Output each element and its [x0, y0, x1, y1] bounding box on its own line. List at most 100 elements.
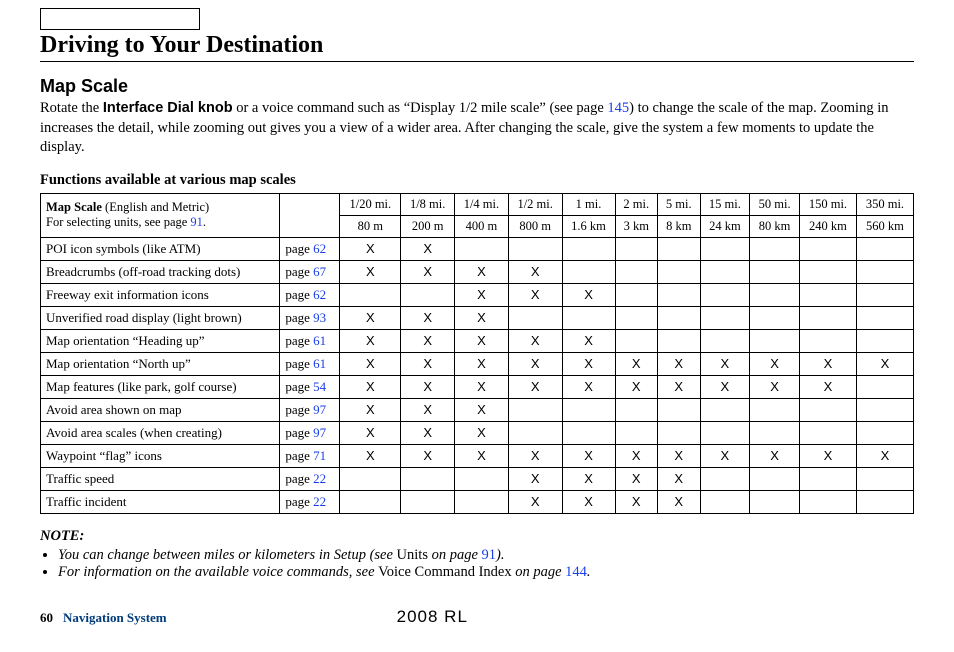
cell: X: [455, 398, 509, 421]
page-link[interactable]: 62: [313, 241, 326, 256]
cell: X: [562, 375, 615, 398]
cell: [799, 260, 856, 283]
cell: [615, 329, 658, 352]
cell: [856, 375, 913, 398]
cell: X: [401, 375, 455, 398]
note-link[interactable]: 144: [565, 564, 587, 580]
note-link[interactable]: 91: [482, 547, 497, 563]
cell: [700, 283, 750, 306]
scale-top-8: 50 mi.: [750, 193, 800, 215]
cell: [340, 283, 401, 306]
cell: [562, 237, 615, 260]
cell: X: [750, 444, 800, 467]
intro-link-145[interactable]: 145: [607, 100, 629, 116]
cell: [700, 306, 750, 329]
cell: X: [508, 352, 562, 375]
page-link[interactable]: 93: [313, 310, 326, 325]
page-link[interactable]: 97: [313, 425, 326, 440]
footer-system: Navigation System: [63, 610, 167, 626]
note-label: NOTE:: [40, 528, 914, 545]
row-page: page 22: [280, 490, 340, 513]
page-link[interactable]: 54: [313, 379, 326, 394]
page-link[interactable]: 22: [313, 494, 326, 509]
row-page: page 67: [280, 260, 340, 283]
scale-bottom-2: 400 m: [455, 215, 509, 237]
cell: [799, 329, 856, 352]
scale-top-7: 15 mi.: [700, 193, 750, 215]
cell: X: [340, 398, 401, 421]
cell: X: [562, 444, 615, 467]
cell: [508, 237, 562, 260]
cell: X: [700, 375, 750, 398]
cell: X: [562, 490, 615, 513]
page-link[interactable]: 97: [313, 402, 326, 417]
cell: [750, 306, 800, 329]
page-link[interactable]: 67: [313, 264, 326, 279]
page-link[interactable]: 22: [313, 471, 326, 486]
cell: [750, 283, 800, 306]
row-page: page 62: [280, 283, 340, 306]
page-link[interactable]: 61: [313, 333, 326, 348]
cell: [401, 467, 455, 490]
cell: X: [455, 375, 509, 398]
cell: X: [615, 444, 658, 467]
cell: [508, 398, 562, 421]
page-link[interactable]: 71: [313, 448, 326, 463]
cell: X: [700, 352, 750, 375]
cell: X: [615, 375, 658, 398]
row-page: page 61: [280, 352, 340, 375]
cell: [700, 260, 750, 283]
cell: [799, 237, 856, 260]
cell: X: [401, 352, 455, 375]
cell: [750, 260, 800, 283]
cell: X: [340, 329, 401, 352]
scale-top-6: 5 mi.: [658, 193, 701, 215]
scale-bottom-4: 1.6 km: [562, 215, 615, 237]
header-link-91[interactable]: 91: [190, 215, 203, 229]
cell: X: [799, 352, 856, 375]
cell: [658, 260, 701, 283]
note-block: NOTE: You can change between miles or ki…: [40, 528, 914, 581]
cell: [856, 467, 913, 490]
cell: [562, 306, 615, 329]
cell: [508, 306, 562, 329]
cell: [750, 237, 800, 260]
cell: [455, 467, 509, 490]
cell: [401, 490, 455, 513]
cell: X: [455, 329, 509, 352]
scale-bottom-10: 560 km: [856, 215, 913, 237]
row-label: Unverified road display (light brown): [41, 306, 280, 329]
cell: X: [455, 352, 509, 375]
cell: X: [455, 283, 509, 306]
scale-top-10: 350 mi.: [856, 193, 913, 215]
cell: X: [615, 352, 658, 375]
row-label: Map orientation “North up”: [41, 352, 280, 375]
intro-paragraph: Rotate the Interface Dial knob or a voic…: [40, 99, 914, 158]
cell: [455, 490, 509, 513]
cell: X: [799, 444, 856, 467]
cell: [799, 306, 856, 329]
scale-bottom-5: 3 km: [615, 215, 658, 237]
cell: X: [658, 444, 701, 467]
cell: [700, 329, 750, 352]
cell: [700, 237, 750, 260]
scale-bottom-1: 200 m: [401, 215, 455, 237]
cell: X: [401, 444, 455, 467]
cell: X: [401, 306, 455, 329]
scale-bottom-6: 8 km: [658, 215, 701, 237]
cell: [340, 490, 401, 513]
cell: [615, 260, 658, 283]
cell: X: [562, 467, 615, 490]
page-link[interactable]: 61: [313, 356, 326, 371]
cell: X: [508, 444, 562, 467]
page-link[interactable]: 62: [313, 287, 326, 302]
header-spacer: [280, 193, 340, 237]
row-page: page 62: [280, 237, 340, 260]
cell: [856, 306, 913, 329]
intro-part2: or a voice command such as “Display 1/2 …: [233, 100, 608, 116]
cell: X: [508, 490, 562, 513]
cell: X: [455, 444, 509, 467]
cell: [615, 283, 658, 306]
note-item: For information on the available voice c…: [58, 564, 914, 581]
cell: X: [508, 329, 562, 352]
